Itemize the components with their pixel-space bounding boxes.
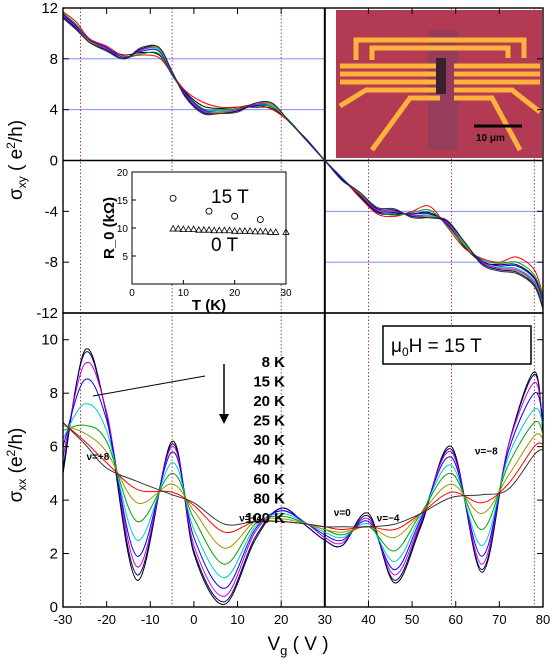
x-tick-label-0: -30 <box>54 612 73 627</box>
x-tick-label-1: -20 <box>97 612 116 627</box>
top-y-tick-label-1: -8 <box>45 254 58 271</box>
top-y-tick-label-3: 0 <box>50 153 58 170</box>
x-tick-label-6: 30 <box>318 612 332 627</box>
inset-point-0T-9 <box>215 226 223 234</box>
inset-point-0T-4 <box>189 225 198 233</box>
inset-ylabel: R_0 (kΩ) <box>101 197 118 259</box>
inset-x-tick-label-2: 20 <box>229 288 241 299</box>
bottom-ylabel: σxx (e2/h) <box>4 428 29 503</box>
sigma-xx-curve-8 <box>62 422 544 528</box>
filling-label-0: ν=+8 <box>87 452 110 463</box>
inset-point-0T-16 <box>251 227 259 235</box>
inset-point-15T-3 <box>256 216 264 224</box>
legend-entry-5: 40 K <box>253 452 285 469</box>
inset-label-0T: 0 T <box>211 235 239 256</box>
bottom-y-tick-label-5: 10 <box>41 332 58 349</box>
top-y-tick-label-0: -12 <box>36 305 58 322</box>
bottom-y-tick-label-0: 0 <box>50 599 58 616</box>
x-tick-label-10: 70 <box>492 612 506 627</box>
inset-y-tick-label-1: 10 <box>117 224 129 235</box>
x-tick-label-2: -10 <box>141 612 160 627</box>
inset-x-tick-label-0: 0 <box>129 288 135 299</box>
bottom-y-tick-label-3: 6 <box>50 439 58 456</box>
field-label: μ0H = 15 T <box>382 325 532 365</box>
sigma-xy-curve-8 <box>62 17 544 310</box>
inset-point-15T-0 <box>169 194 177 202</box>
inset-point-0T-15 <box>246 226 254 234</box>
svg-text:μ0H = 15 T: μ0H = 15 T <box>391 336 482 359</box>
sigma-xx-curve-5 <box>62 420 544 565</box>
top-y-tick-label-2: -4 <box>45 203 58 220</box>
device-micrograph: 10 μm <box>336 10 542 158</box>
sigma-xx-curve-0 <box>62 348 544 605</box>
sigma-xx-curve-2 <box>62 361 544 597</box>
inset-y-tick-label-2: 15 <box>117 196 129 207</box>
filling-label-4: ν=−8 <box>475 447 498 458</box>
bottom-y-tick-label-4: 8 <box>50 385 58 402</box>
inset-point-0T-8 <box>210 226 218 234</box>
legend-entry-7: 80 K <box>253 491 285 508</box>
x-tick-label-4: 10 <box>230 612 244 627</box>
inset-point-0T-18 <box>261 227 270 235</box>
inset-y-tick-label-3: 20 <box>117 168 129 179</box>
inset-point-0T-12 <box>230 226 239 234</box>
inset-point-0T-6 <box>200 225 208 233</box>
temperature-legend: 8 K 15 K 20 K 25 K 30 K 40 K 60 K 80 K 100 K <box>245 354 285 527</box>
sigma-xx-curve-3 <box>62 378 544 589</box>
x-tick-label-9: 60 <box>448 612 462 627</box>
legend-entry-4: 30 K <box>253 432 285 449</box>
legend-entry-3: 25 K <box>253 413 285 430</box>
legend-entry-6: 60 K <box>253 471 285 488</box>
inset-point-0T-0 <box>169 224 177 232</box>
top-y-tick-label-5: 8 <box>50 51 58 68</box>
inset-point-15T-2 <box>231 212 239 220</box>
legend-pointer <box>92 375 206 397</box>
top-ylabel: σxy ( e2/h) <box>4 120 29 200</box>
inset-point-0T-17 <box>256 227 265 235</box>
filling-label-1: ν=+4 <box>239 513 262 524</box>
inset-point-0T-14 <box>241 226 249 234</box>
xlabel: Vg ( V ) <box>267 634 328 658</box>
inset-point-0T-3 <box>184 225 193 233</box>
inset-point-0T-5 <box>195 225 203 233</box>
x-tick-label-3: 0 <box>190 612 197 627</box>
inset-point-0T-11 <box>225 226 234 234</box>
top-y-tick-label-6: 12 <box>41 0 58 17</box>
legend-arrow-head <box>219 414 229 424</box>
inset-y-tick-label-0: 5 <box>122 252 128 263</box>
x-tick-label-8: 50 <box>405 612 419 627</box>
inset-point-0T-20 <box>272 228 280 235</box>
sigma-xx-curve-7 <box>62 422 544 534</box>
inset-point-0T-21 <box>282 228 290 235</box>
inset-xlabel: T (K) <box>192 297 226 314</box>
filling-label-2: ν=0 <box>334 508 351 519</box>
sigma-xx-curve-1 <box>62 351 544 603</box>
legend-entry-0: 8 K <box>262 354 286 371</box>
filling-label-3: ν=−4 <box>377 513 400 524</box>
inset-point-0T-13 <box>236 226 244 234</box>
sigma-xx-curve-6 <box>62 424 544 549</box>
legend-entry-8: 100 K <box>245 510 285 527</box>
inset-point-15T-1 <box>205 207 213 215</box>
legend-entry-2: 20 K <box>253 393 285 410</box>
inset-point-0T-1 <box>174 224 182 232</box>
bottom-y-tick-label-1: 2 <box>50 546 58 563</box>
legend-entry-1: 15 K <box>253 374 285 391</box>
inset-point-0T-19 <box>266 228 275 235</box>
inset-point-0T-10 <box>220 226 229 234</box>
inset-point-0T-7 <box>205 225 213 233</box>
inset-point-0T-2 <box>179 225 188 233</box>
bottom-y-tick-label-2: 4 <box>50 492 58 509</box>
inset-x-tick-label-1: 10 <box>178 288 190 299</box>
inset-x-tick-label-3: 30 <box>280 288 292 299</box>
x-tick-label-5: 20 <box>274 612 288 627</box>
x-tick-label-11: 80 <box>536 612 550 627</box>
scale-bar-label: 10 μm <box>476 133 505 144</box>
sigma-xx-curve-4 <box>62 403 544 579</box>
top-y-tick-label-4: 4 <box>50 102 58 119</box>
x-tick-label-7: 40 <box>361 612 375 627</box>
inset-label-15T: 15 T <box>211 187 249 208</box>
